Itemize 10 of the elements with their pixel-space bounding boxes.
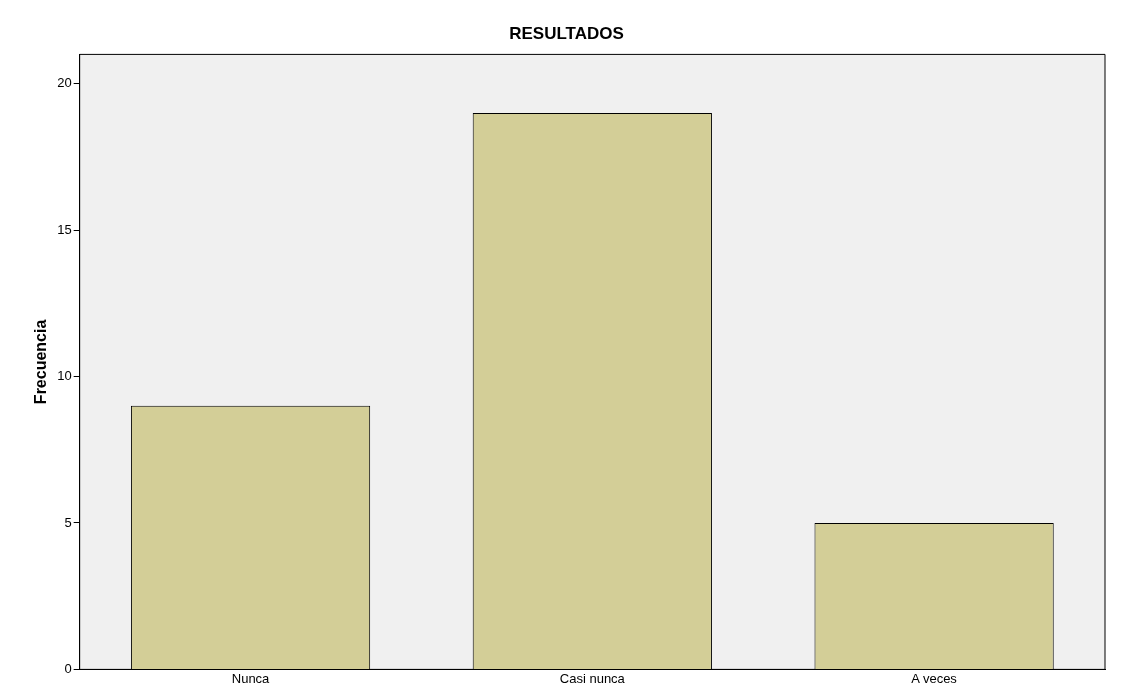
x-tick-label: Nunca [231, 670, 271, 686]
y-tick-label: 20 [57, 75, 72, 91]
y-tick-label: 5 [64, 514, 72, 530]
y-tick-label: 15 [57, 221, 72, 237]
y-tick-label: 0 [64, 660, 72, 676]
x-tick-label: Casi nunca [559, 670, 626, 686]
y-tick-label: 10 [57, 368, 72, 384]
chart-title: RESULTADOS [509, 23, 624, 43]
y-axis-title: Frecuencia [32, 319, 50, 405]
x-tick-label: A veces [911, 670, 958, 686]
